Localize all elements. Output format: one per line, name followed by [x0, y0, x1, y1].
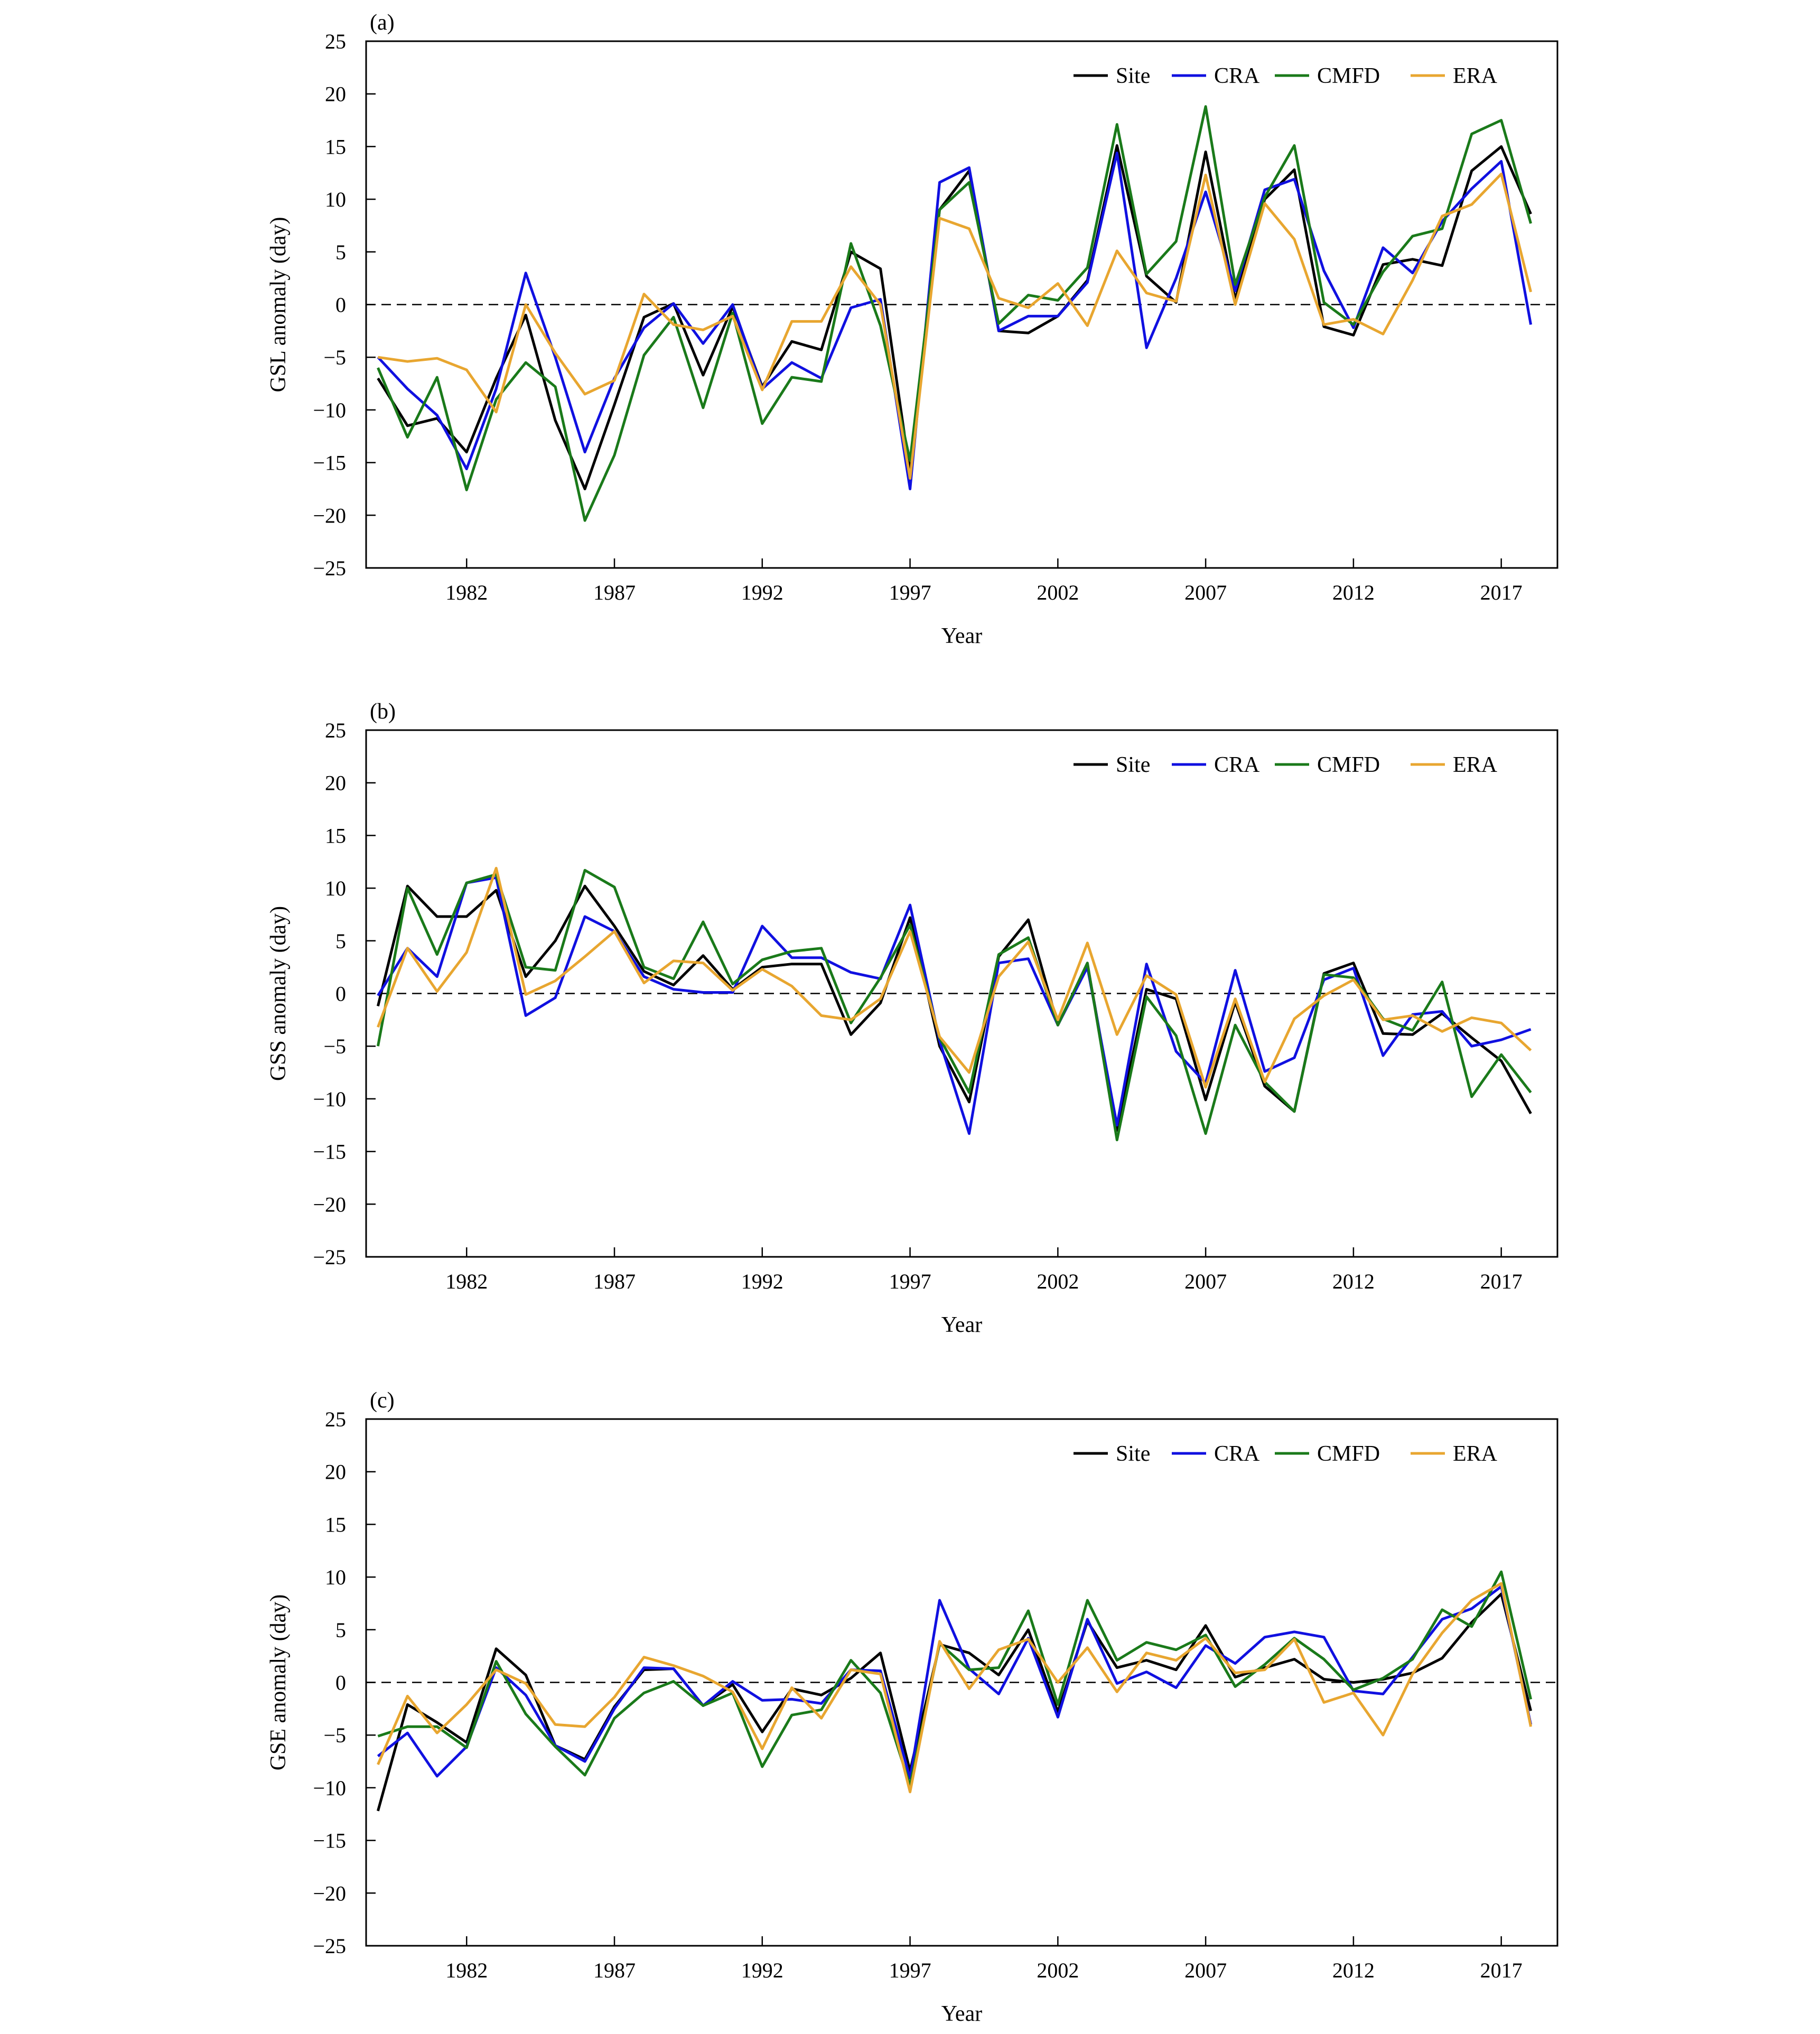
- x-tick-label: 2012: [1332, 581, 1375, 604]
- x-tick-label: 1992: [741, 581, 783, 604]
- y-tick-label: −25: [313, 1245, 346, 1269]
- x-tick-label: 1987: [593, 1270, 636, 1293]
- y-tick-label: 0: [335, 1671, 346, 1695]
- y-axis-title: GSE anomaly (day): [266, 1594, 291, 1771]
- legend-label-cra: CRA: [1214, 1442, 1260, 1466]
- x-tick-label: 2002: [1037, 581, 1079, 604]
- y-tick-label: 10: [325, 1565, 346, 1589]
- x-tick-label: 1982: [445, 581, 488, 604]
- y-tick-label: −10: [313, 1776, 346, 1800]
- series-line-era: [377, 866, 1532, 1089]
- x-tick-label: 2017: [1480, 1958, 1523, 1982]
- chart-panel-2: (b) 25 20 15 10 5 0 −5 −10 −15 −20 −25 1982 1987 1992 1…: [266, 699, 1558, 1337]
- series-line-cra: [377, 876, 1532, 1135]
- y-tick-label: −20: [313, 1881, 346, 1905]
- y-tick-label: −15: [313, 451, 346, 475]
- chart-panel-3: (c) 25 20 15 10 5 0 −5 −10 −15 −20 −25 1982 1987 1992 1…: [266, 1388, 1558, 2026]
- legend-label-cmfd: CMFD: [1317, 64, 1380, 88]
- y-tick-label: 25: [325, 719, 346, 742]
- panel-label: (c): [370, 1388, 395, 1413]
- x-tick-label: 2007: [1184, 581, 1227, 604]
- legend: Site CRA CMFD ERA: [1074, 753, 1498, 777]
- legend-label-era: ERA: [1453, 64, 1498, 88]
- y-tick-label: 10: [325, 876, 346, 900]
- x-tick-label: 1997: [889, 581, 931, 604]
- legend-label-cmfd: CMFD: [1317, 753, 1380, 777]
- x-axis-title: Year: [941, 1313, 982, 1337]
- x-tick-label: 2012: [1332, 1958, 1375, 1982]
- legend-label-site: Site: [1116, 64, 1150, 88]
- x-tick-label: 2002: [1037, 1958, 1079, 1982]
- legend-label-era: ERA: [1453, 1442, 1498, 1466]
- x-tick-label: 1982: [445, 1270, 488, 1293]
- legend-label-site: Site: [1116, 753, 1150, 777]
- y-tick-label: 20: [325, 1460, 346, 1484]
- y-tick-label: 15: [325, 1513, 346, 1536]
- legend-label-cmfd: CMFD: [1317, 1442, 1380, 1466]
- series-line-cmfd: [377, 1570, 1533, 1787]
- y-tick-label: −20: [313, 503, 346, 527]
- x-axis-title: Year: [941, 624, 982, 648]
- series-line-site: [376, 884, 1532, 1132]
- x-tick-label: 1987: [593, 1958, 636, 1982]
- plot-frame: [365, 40, 1558, 569]
- y-tick-label: 10: [325, 188, 346, 211]
- x-tick-label: 1992: [741, 1958, 783, 1982]
- y-tick-label: −20: [313, 1192, 346, 1216]
- series-line-era: [377, 1582, 1533, 1794]
- y-tick-label: 25: [325, 1407, 346, 1431]
- y-axis-title: GSS anomaly (day): [266, 906, 291, 1081]
- y-tick-label: −15: [313, 1829, 346, 1853]
- y-tick-label: 15: [325, 824, 346, 847]
- y-tick-label: 0: [335, 293, 346, 317]
- y-tick-label: −25: [313, 556, 346, 580]
- x-tick-label: 2007: [1184, 1958, 1227, 1982]
- y-tick-label: −15: [313, 1140, 346, 1164]
- x-tick-label: 2017: [1480, 581, 1523, 604]
- y-tick-label: 20: [325, 771, 346, 795]
- series-line-site: [376, 1592, 1533, 1812]
- series-line-cmfd: [377, 105, 1533, 522]
- series-line-cra: [377, 151, 1533, 490]
- x-tick-label: 1982: [445, 1958, 488, 1982]
- plot-frame: [365, 1418, 1558, 1947]
- x-tick-label: 2002: [1037, 1270, 1079, 1293]
- y-tick-label: 15: [325, 135, 346, 158]
- series-line-cra: [377, 1585, 1533, 1780]
- x-tick-label: 2007: [1184, 1270, 1227, 1293]
- x-tick-label: 2017: [1480, 1270, 1523, 1293]
- legend: Site CRA CMFD ERA: [1074, 1442, 1498, 1466]
- x-tick-label: 2012: [1332, 1270, 1375, 1293]
- y-tick-label: −10: [313, 398, 346, 422]
- y-axis-title: GSL anomaly (day): [266, 217, 291, 392]
- plot-frame: [365, 729, 1558, 1258]
- y-tick-label: −5: [323, 1034, 346, 1058]
- y-tick-label: −25: [313, 1934, 346, 1958]
- x-axis-title: Year: [941, 2002, 982, 2026]
- y-tick-label: 5: [335, 929, 346, 953]
- y-tick-label: −10: [313, 1087, 346, 1111]
- legend-label-era: ERA: [1453, 753, 1498, 777]
- y-tick-label: −5: [323, 346, 346, 369]
- x-tick-label: 1997: [889, 1958, 931, 1982]
- legend-label-cra: CRA: [1214, 64, 1260, 88]
- y-tick-label: 5: [335, 240, 346, 264]
- x-tick-label: 1992: [741, 1270, 783, 1293]
- y-tick-label: 20: [325, 82, 346, 106]
- y-tick-label: 0: [335, 982, 346, 1006]
- legend: Site CRA CMFD ERA: [1074, 64, 1498, 88]
- series-line-era: [378, 172, 1533, 480]
- y-tick-label: 5: [335, 1618, 346, 1642]
- x-tick-label: 1997: [889, 1270, 931, 1293]
- legend-label-site: Site: [1116, 1442, 1150, 1466]
- chart-panel-1: (a) 25 20 15 10 5 0 −5 −10 −15 −20 −25 1982 1987 1992 1…: [266, 11, 1558, 648]
- y-tick-label: −5: [323, 1723, 346, 1747]
- x-tick-label: 1987: [593, 581, 636, 604]
- panel-label: (a): [370, 11, 395, 35]
- series-line-cmfd: [376, 869, 1532, 1142]
- legend-label-cra: CRA: [1214, 753, 1260, 777]
- panel-label: (b): [370, 699, 396, 724]
- y-tick-label: 25: [325, 30, 346, 53]
